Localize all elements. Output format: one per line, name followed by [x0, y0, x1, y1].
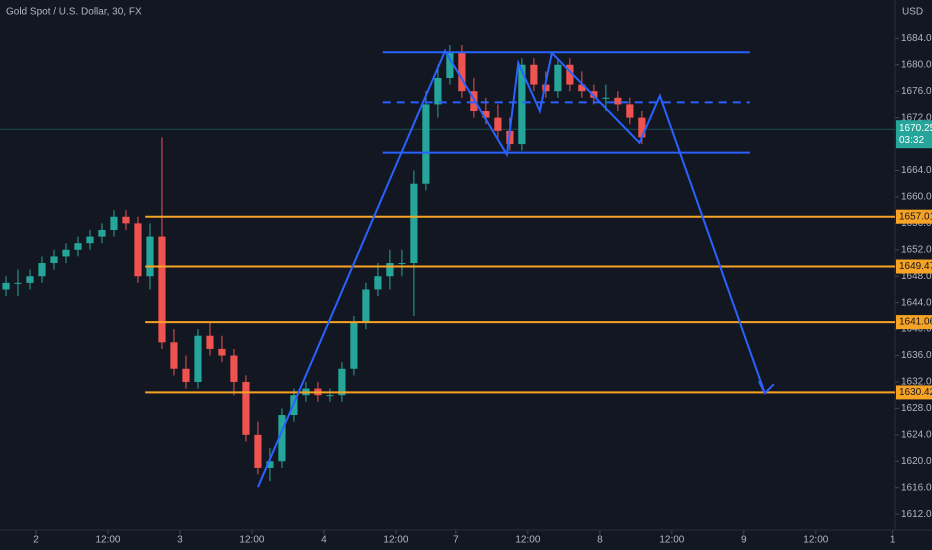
candle-body: [446, 51, 454, 78]
y-tick-label: 1680.00: [901, 59, 932, 70]
chart-title: Gold Spot / U.S. Dollar, 30, FX: [6, 7, 142, 18]
candle-body: [626, 104, 634, 118]
x-tick-label: 7: [453, 535, 459, 546]
candle-body: [434, 77, 442, 105]
candle-body: [14, 282, 22, 284]
candle-body: [50, 256, 58, 264]
x-tick-label: 12:00: [515, 535, 540, 546]
projection-path: [257, 48, 766, 488]
candle-body: [362, 289, 370, 323]
x-tick-label: 12:00: [383, 535, 408, 546]
arrow-head: [757, 380, 775, 395]
candle-body: [590, 91, 598, 98]
candle-body: [338, 368, 346, 396]
x-tick-label: 4: [321, 535, 327, 546]
y-tick-label: 1628.00: [901, 403, 932, 414]
candle-body: [398, 263, 406, 265]
y-tick-label: 1636.00: [901, 350, 932, 361]
level-label: 1649.47: [899, 261, 932, 272]
candle-body: [374, 276, 382, 290]
candle-body: [350, 322, 358, 369]
x-tick-label: 1: [890, 535, 896, 546]
level-label-bg: [896, 315, 932, 330]
x-tick-label: 12:00: [659, 535, 684, 546]
candle-body: [134, 223, 142, 277]
candle-body: [266, 461, 274, 468]
candle-body: [638, 117, 646, 138]
candle-body: [86, 236, 94, 244]
x-tick-label: 3: [177, 535, 183, 546]
y-tick-label: 1664.00: [901, 165, 932, 176]
current-price-label: 1670.25: [899, 123, 932, 134]
countdown: 03:32: [899, 135, 924, 146]
candle-body: [38, 263, 46, 277]
y-tick-label: 1612.00: [901, 509, 932, 520]
candle-body: [458, 51, 466, 92]
y-tick-label: 1620.00: [901, 456, 932, 467]
x-tick-label: 9: [741, 535, 747, 546]
level-label-bg: [896, 385, 932, 400]
y-tick-label: 1640.00: [901, 324, 932, 335]
candle-body: [194, 335, 202, 382]
candle-body: [146, 236, 154, 277]
level-label-bg: [896, 259, 932, 274]
y-tick-label: 1632.00: [901, 377, 932, 388]
x-tick-label: 2: [33, 535, 39, 546]
y-tick-label: 1616.00: [901, 482, 932, 493]
candle-body: [122, 216, 130, 224]
level-label: 1657.01: [899, 211, 932, 222]
candle-body: [386, 263, 394, 277]
level-label-bg: [896, 209, 932, 224]
x-tick-label: 8: [597, 535, 603, 546]
y-tick-label: 1652.00: [901, 244, 932, 255]
y-tick-label: 1644.00: [901, 297, 932, 308]
x-tick-label: 12:00: [239, 535, 264, 546]
y-tick-label: 1648.00: [901, 271, 932, 282]
current-price-bg: [896, 120, 932, 149]
candle-body: [2, 282, 10, 290]
candle-body: [566, 64, 574, 85]
candle-body: [110, 216, 118, 230]
y-tick-label: 1684.00: [901, 33, 932, 44]
candle-body: [62, 249, 70, 257]
x-tick-label: 12:00: [803, 535, 828, 546]
candle-body: [218, 348, 226, 356]
candle-body: [206, 335, 214, 349]
candle-body: [530, 64, 538, 85]
candle-body: [542, 84, 550, 92]
candle-body: [614, 97, 622, 105]
candle-body: [410, 183, 418, 264]
axis-unit: USD: [902, 7, 923, 18]
candle-body: [602, 97, 610, 99]
candle-body: [578, 84, 586, 92]
candle-body: [482, 111, 490, 118]
y-tick-label: 1676.00: [901, 86, 932, 97]
candle-body: [158, 236, 166, 343]
level-label: 1641.06: [899, 317, 932, 328]
y-tick-label: 1660.00: [901, 192, 932, 203]
candle-body: [254, 434, 262, 468]
x-tick-label: 12:00: [95, 535, 120, 546]
y-tick-label: 1672.00: [901, 112, 932, 123]
candle-body: [242, 381, 250, 435]
candle-body: [554, 64, 562, 92]
candle-body: [422, 104, 430, 184]
candle-body: [278, 415, 286, 462]
level-label: 1630.42: [899, 387, 932, 398]
candle-body: [170, 342, 178, 369]
candle-body: [26, 276, 34, 283]
candle-body: [326, 395, 334, 397]
candle-body: [518, 64, 526, 145]
candle-body: [182, 368, 190, 382]
candle-body: [98, 229, 106, 237]
y-tick-label: 1624.00: [901, 429, 932, 440]
candle-body: [494, 117, 502, 131]
candle-body: [74, 243, 82, 250]
candle-body: [230, 355, 238, 382]
